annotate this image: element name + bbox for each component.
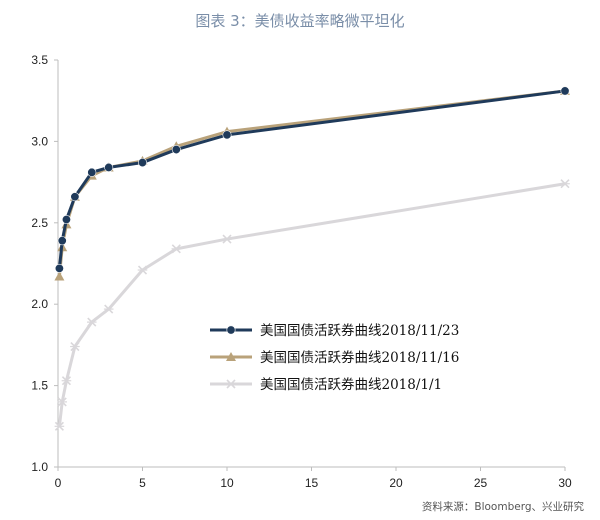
x-tick-label: 20: [389, 476, 403, 490]
data-point: [70, 341, 80, 352]
legend: 美国国债活跃券曲线2018/11/23 美国国债活跃券曲线2018/11/16 美国…: [210, 323, 459, 393]
series-3: [54, 179, 570, 431]
data-point: [137, 265, 148, 275]
data-point: [171, 244, 182, 254]
data-point: [138, 158, 148, 168]
y-tick-label: 1.5: [31, 379, 48, 393]
legend-item-2: 美国国债活跃券曲线2018/11/16: [210, 350, 459, 366]
series-2: [54, 85, 570, 281]
data-point: [54, 263, 64, 273]
legend-marker: [226, 379, 236, 389]
data-point: [87, 167, 97, 177]
data-point: [54, 271, 65, 281]
legend-label: 美国国债活跃券曲线2018/11/23: [260, 323, 459, 339]
figure-title: 图表 3：美债收益率略微平坦化: [195, 12, 405, 30]
source-note: 资料来源：Bloomberg、兴业研究: [421, 501, 584, 513]
legend-label: 美国国债活跃券曲线2018/11/16: [260, 350, 459, 366]
legend-marker: [226, 325, 236, 335]
data-point: [54, 421, 65, 431]
x-tick-label: 25: [474, 476, 488, 490]
legend-label: 美国国债活跃券曲线2018/1/1: [260, 377, 442, 393]
data-point: [222, 130, 232, 140]
y-tick-label: 1.0: [31, 460, 48, 474]
data-point: [103, 304, 114, 314]
data-point: [57, 397, 68, 407]
series-line: [57, 89, 566, 277]
data-point: [222, 234, 232, 244]
series-layer: [54, 85, 570, 431]
series-1: [54, 86, 570, 273]
x-tick-label: 15: [305, 476, 319, 490]
axes: [54, 59, 566, 471]
x-tick-label: 0: [55, 476, 62, 490]
data-point: [560, 86, 570, 96]
data-point: [70, 192, 80, 202]
y-tick-label: 3.5: [31, 53, 48, 67]
data-point: [171, 145, 181, 155]
legend-item-1: 美国国债活跃券曲线2018/11/23: [210, 323, 459, 339]
x-tick-label: 30: [558, 476, 572, 490]
data-point: [61, 215, 71, 225]
data-point: [104, 162, 114, 172]
y-tick-label: 2.0: [31, 297, 48, 311]
x-tick-label: 10: [220, 476, 234, 490]
data-point: [57, 236, 67, 246]
legend-item-3: 美国国债活跃券曲线2018/1/1: [210, 377, 442, 393]
series-line: [57, 89, 566, 269]
legend-marker: [226, 352, 236, 361]
data-point: [87, 317, 97, 327]
x-tick-label: 5: [139, 476, 146, 490]
data-point: [61, 376, 72, 386]
tick-labels: 1.0 1.5 2.0 2.5 3.0 3.5 0 5 10 15 20 25 30: [31, 53, 572, 490]
series-line: [57, 182, 566, 427]
y-tick-label: 2.5: [31, 216, 48, 230]
y-tick-label: 3.0: [31, 134, 48, 148]
data-point: [560, 179, 570, 189]
